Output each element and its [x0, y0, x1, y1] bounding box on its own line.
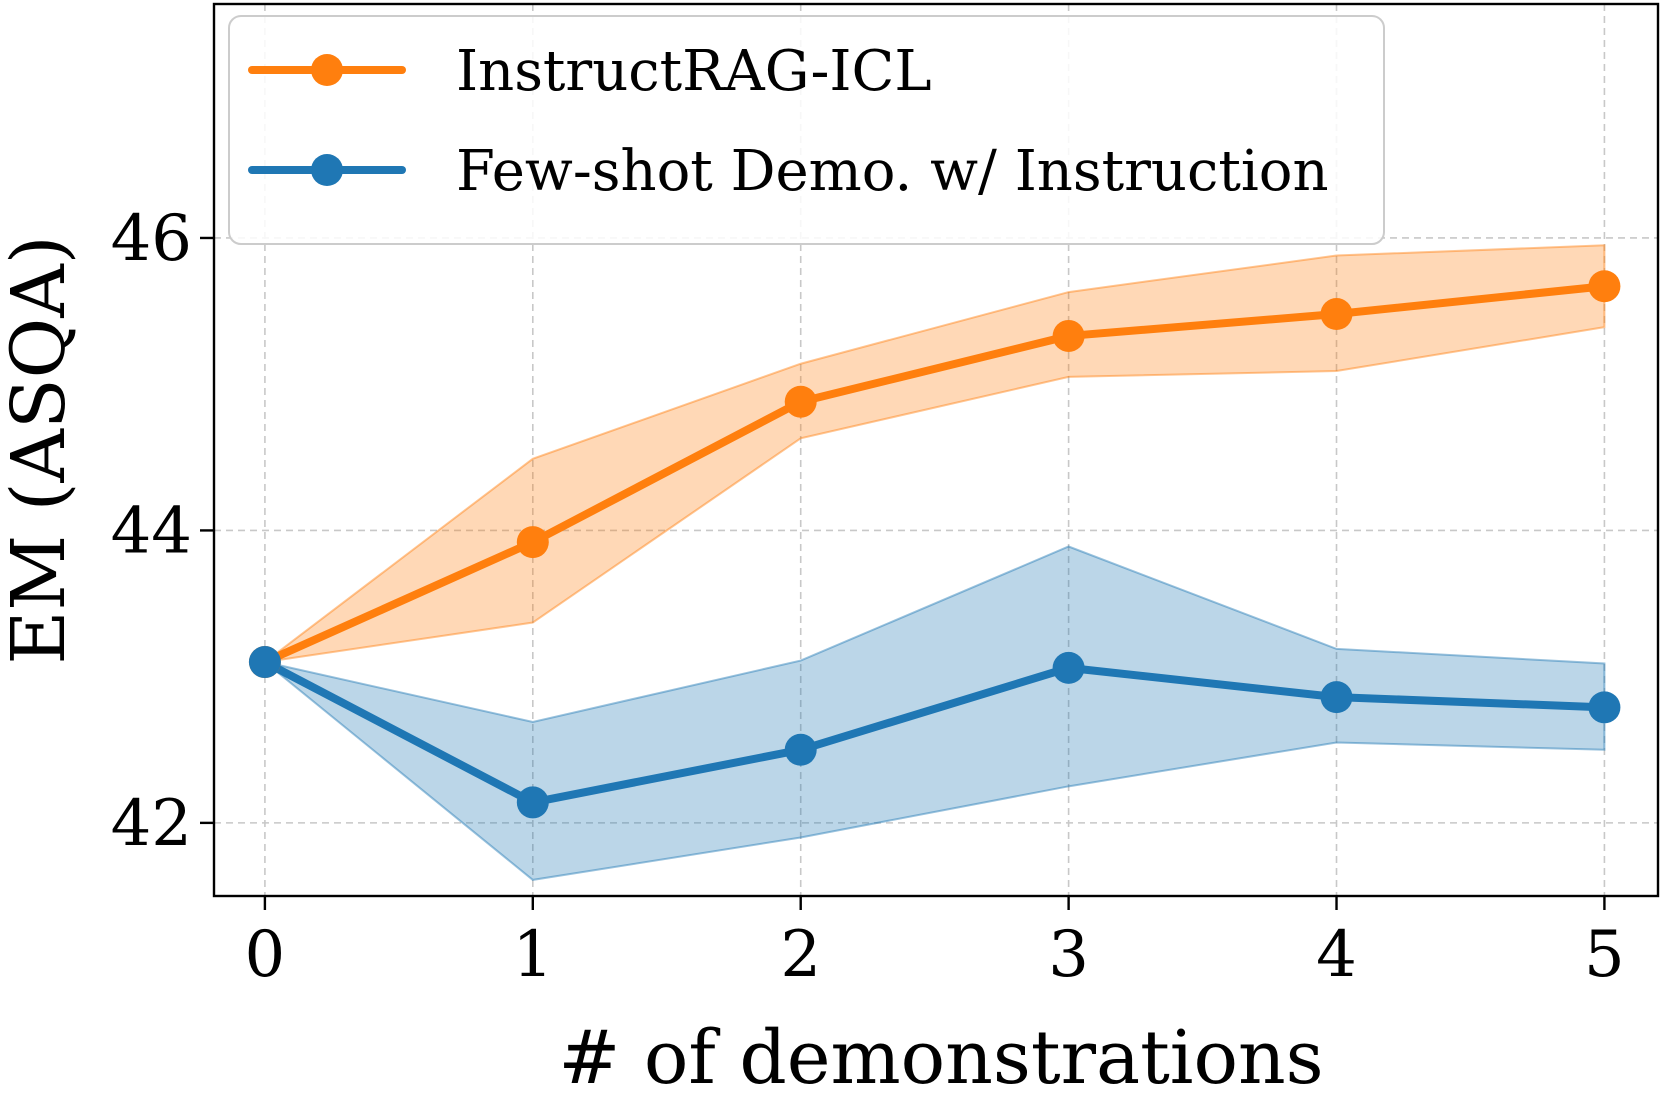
data-point	[784, 733, 817, 766]
legend-label: Few-shot Demo. w/ Instruction	[456, 139, 1329, 204]
data-point	[784, 385, 817, 418]
legend-swatch-marker	[311, 154, 343, 186]
y-tick-label: 44	[111, 494, 192, 568]
data-point	[248, 646, 281, 679]
data-point	[1052, 651, 1085, 684]
data-point	[1320, 298, 1353, 331]
x-tick-label: 5	[1584, 918, 1625, 992]
y-tick-label: 42	[111, 787, 192, 861]
x-tick-label: 2	[780, 918, 821, 992]
x-axis-label: # of demonstrations	[558, 1015, 1323, 1098]
axis-ticks: 0 1 2 3 4 5 42 44 46	[111, 202, 1625, 992]
data-point	[1588, 691, 1621, 724]
legend-items: InstructRAG-ICL Few-shot Demo. w/ Instruc…	[248, 39, 1329, 204]
confidence-bands	[264, 244, 1606, 881]
data-point	[1320, 681, 1353, 714]
legend: InstructRAG-ICL Few-shot Demo. w/ Instruc…	[228, 15, 1385, 245]
x-tick-label: 0	[245, 918, 286, 992]
legend-label: InstructRAG-ICL	[456, 39, 932, 104]
data-point	[1588, 270, 1621, 303]
legend-box	[228, 15, 1385, 245]
x-tick-label: 1	[512, 918, 553, 992]
x-tick-label: 4	[1316, 918, 1357, 992]
data-point	[516, 526, 549, 559]
x-tick-label: 3	[1048, 918, 1089, 992]
plot-frame	[212, 2, 1660, 898]
data-point	[1052, 319, 1085, 352]
data-point	[516, 786, 549, 819]
series-line	[260, 658, 1609, 807]
y-axis-label: EM (ASQA)	[0, 235, 82, 664]
series-line	[260, 282, 1609, 667]
series-lines	[260, 282, 1609, 807]
y-tick-label: 46	[111, 202, 192, 276]
legend-swatch-marker	[311, 54, 343, 86]
series-markers	[248, 270, 1621, 819]
